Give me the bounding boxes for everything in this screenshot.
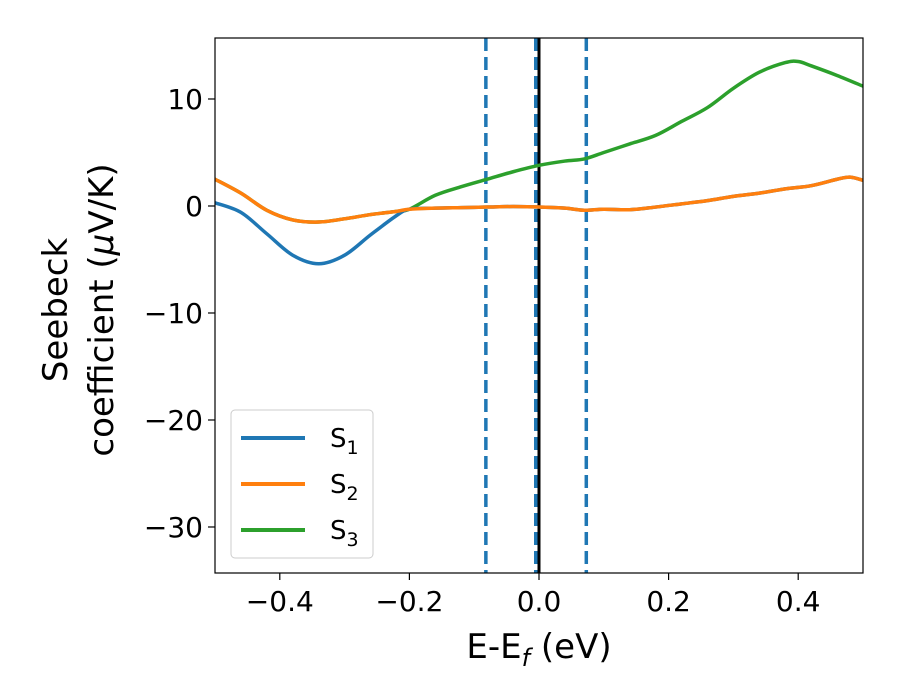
x-axis-ticks: −0.4 −0.2 0.0 0.2 0.4	[246, 573, 821, 618]
legend: S1 S2 S3	[230, 409, 374, 559]
legend-label-s3-name: S	[330, 516, 347, 546]
y-tick-label: −20	[144, 404, 203, 437]
y-axis-title-line2-post: V/K)	[82, 163, 122, 233]
series-line-s2	[215, 175, 863, 224]
legend-label-s1-sub: 1	[347, 437, 359, 459]
vertical-reference-lines	[484, 38, 589, 573]
y-axis-title-mu: μ	[82, 234, 122, 257]
y-axis-title-line2: coefficient (μV/K)	[82, 163, 122, 456]
x-axis-title-unit: (eV)	[530, 627, 612, 667]
y-axis-title-line2-pre: coefficient (	[82, 255, 122, 456]
x-tick-label: −0.4	[246, 585, 314, 618]
y-axis-ticks: −30 −20 −10 0 10	[144, 83, 215, 544]
y-axis-title: Seebeck coefficient (μV/K)	[36, 163, 122, 456]
series-lines	[215, 59, 863, 266]
legend-label-s1: S1	[330, 424, 359, 459]
x-tick-label: −0.2	[375, 585, 443, 618]
legend-label-s3: S3	[330, 516, 359, 551]
legend-label-s2-name: S	[330, 470, 347, 500]
x-tick-label: 0.0	[517, 585, 562, 618]
y-axis-title-line1: Seebeck	[36, 238, 76, 383]
x-axis-title: E-Ef (eV)	[466, 627, 611, 672]
plot-frame	[214, 37, 864, 574]
legend-label-s2-sub: 2	[347, 483, 359, 505]
y-tick-label: 10	[167, 83, 203, 116]
x-tick-label: 0.2	[646, 585, 691, 618]
y-tick-label: −10	[144, 297, 203, 330]
x-axis-title-main: E-E	[466, 627, 521, 667]
legend-label-s2: S2	[330, 470, 359, 505]
legend-label-s1-name: S	[330, 424, 347, 454]
legend-label-s3-sub: 3	[347, 529, 359, 551]
y-tick-label: 0	[185, 190, 203, 223]
y-tick-label: −30	[144, 511, 203, 544]
x-tick-label: 0.4	[776, 585, 821, 618]
